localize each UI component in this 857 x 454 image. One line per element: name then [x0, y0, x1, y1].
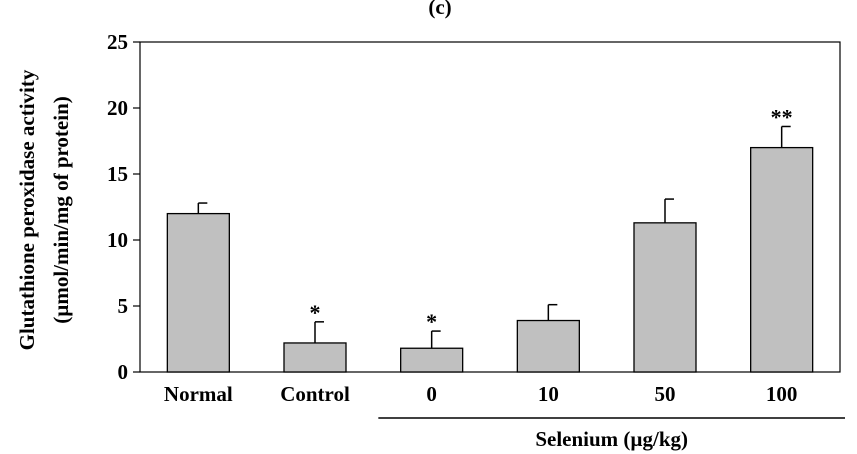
y-axis-label: Glutathione peroxidase activity (µmol/mi… — [15, 69, 73, 350]
bar-100 — [750, 146, 814, 373]
bars: * *** — [166, 104, 814, 373]
y-axis-label-line-1: Glutathione peroxidase activity — [15, 69, 39, 350]
bar-Normal — [166, 212, 230, 373]
selenium-group-annotation: Selenium (µg/kg) — [378, 417, 845, 451]
y-tick-label: 25 — [107, 30, 128, 54]
significance-marker: ** — [771, 104, 793, 129]
y-tick-label: 10 — [107, 228, 128, 252]
group-label: Selenium (µg/kg) — [535, 427, 688, 451]
y-tick-label: 5 — [118, 294, 129, 318]
significance-marker: * — [426, 309, 437, 334]
plot-area — [139, 41, 841, 373]
x-axis-labels: Normal Control 0 10 50 100 — [164, 382, 797, 406]
x-tick-label: 0 — [426, 382, 437, 406]
x-tick-label: 10 — [538, 382, 559, 406]
y-axis-label-line-2: (µmol/min/mg of protein) — [49, 96, 73, 324]
x-tick-label: Normal — [164, 382, 233, 406]
bar-50 — [633, 222, 697, 373]
bar-0 — [400, 347, 464, 373]
y-axis: 0 5 10 15 20 25 — [107, 30, 140, 384]
y-tick-label: 0 — [118, 360, 129, 384]
x-tick-label: Control — [280, 382, 350, 406]
x-tick-label: 50 — [655, 382, 676, 406]
y-tick-label: 15 — [107, 162, 128, 186]
bar-Control — [283, 342, 347, 373]
panel-label: (c) — [428, 0, 451, 19]
plot-frame — [139, 41, 841, 373]
significance-marker: * — [310, 300, 321, 325]
bar-10 — [516, 319, 580, 373]
x-tick-label: 100 — [766, 382, 798, 406]
y-tick-label: 20 — [107, 96, 128, 120]
